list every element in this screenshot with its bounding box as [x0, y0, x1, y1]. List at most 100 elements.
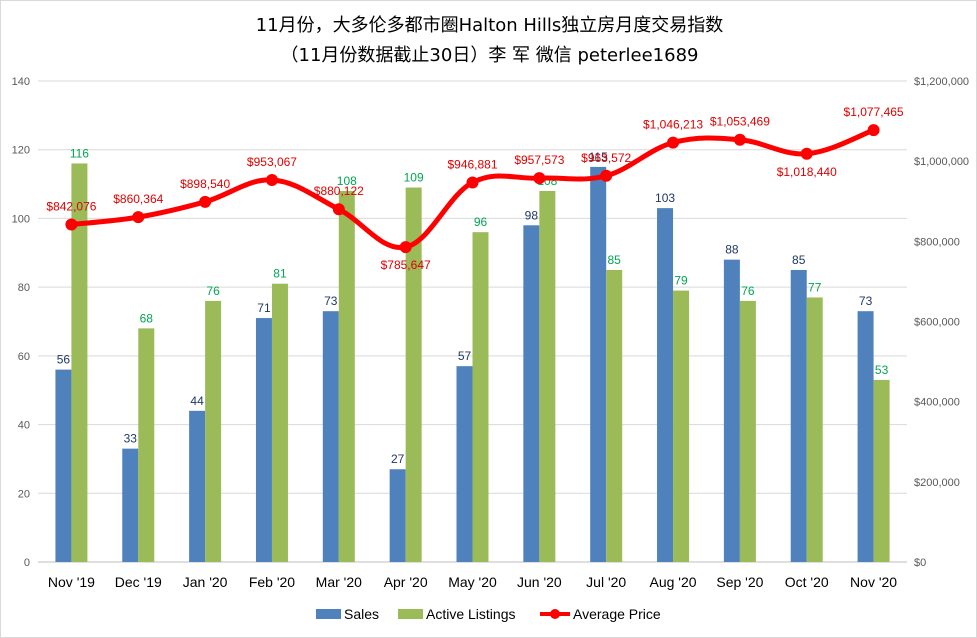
- sales-data-label: 71: [257, 301, 271, 315]
- average-price-point: [533, 172, 546, 185]
- listings-data-label: 68: [140, 311, 154, 325]
- average-price-point: [867, 124, 880, 137]
- y-left-tick-label: 80: [18, 282, 30, 294]
- listings-bar: [138, 328, 155, 562]
- y-right-tick-label: $600,000: [914, 317, 960, 329]
- y-left-tick-label: 120: [12, 145, 30, 157]
- sales-data-label: 98: [525, 208, 539, 222]
- x-tick-label: Nov '20: [850, 574, 897, 590]
- sales-bar: [189, 410, 206, 562]
- average-price-data-label: $1,077,465: [844, 105, 904, 119]
- average-price-data-label: $1,053,469: [710, 115, 770, 129]
- sales-bar: [790, 269, 807, 562]
- listings-bar: [606, 269, 623, 562]
- x-tick-label: Oct '20: [785, 574, 829, 590]
- listings-bar: [405, 187, 422, 562]
- average-price-data-label: $953,067: [247, 155, 297, 169]
- listings-data-label: 76: [206, 284, 220, 298]
- listings-bar: [271, 283, 288, 562]
- x-tick-label: Jan '20: [183, 574, 228, 590]
- y-left-tick-label: 140: [12, 76, 30, 88]
- average-price-point: [733, 133, 746, 146]
- legend-label: Average Price: [573, 606, 661, 622]
- listings-data-label: 77: [808, 280, 822, 294]
- x-tick-label: Sep '20: [716, 574, 763, 590]
- x-tick-label: Jun '20: [517, 574, 562, 590]
- listings-data-label: 79: [674, 274, 688, 288]
- y-left-tick-label: 100: [12, 213, 30, 225]
- listings-data-label: 108: [337, 174, 357, 188]
- x-tick-label: Feb '20: [249, 574, 295, 590]
- listings-data-label: 76: [741, 284, 755, 298]
- sales-data-label: 57: [458, 349, 472, 363]
- average-price-point: [800, 147, 813, 160]
- average-price-point: [65, 218, 78, 231]
- y-left-tick-label: 40: [18, 420, 30, 432]
- average-price-point: [466, 176, 479, 189]
- sales-data-label: 85: [792, 253, 806, 267]
- sales-bar: [122, 448, 139, 562]
- sales-data-label: 103: [655, 191, 675, 205]
- sales-data-label: 88: [725, 243, 739, 257]
- listings-data-label: 81: [273, 267, 287, 281]
- listings-bar: [472, 232, 489, 562]
- legend-label: Sales: [344, 606, 379, 622]
- sales-bar: [657, 208, 674, 562]
- sales-data-label: 56: [57, 353, 71, 367]
- sales-data-label: 44: [190, 394, 204, 408]
- sales-bar: [857, 311, 874, 562]
- chart-subtitle: （11月份数据截止30日）李 军 微信 peterlee1689: [280, 45, 699, 66]
- average-price-data-label: $1,018,440: [777, 165, 837, 179]
- average-price-data-label: $957,573: [514, 153, 564, 167]
- y-right-tick-label: $200,000: [914, 477, 960, 489]
- x-tick-label: Apr '20: [384, 574, 428, 590]
- legend-swatch-marker: [550, 609, 560, 619]
- chart-title: 11月份，大多伦多都市圈Halton Hills独立房月度交易指数: [255, 15, 724, 36]
- sales-data-label: 27: [391, 452, 405, 466]
- average-price-data-label: $860,364: [113, 192, 163, 206]
- y-right-tick-label: $400,000: [914, 397, 960, 409]
- sales-bar: [723, 259, 740, 562]
- sales-bar: [389, 469, 406, 562]
- y-left-tick-label: 0: [24, 557, 30, 569]
- listings-bar: [338, 190, 355, 562]
- listings-bar: [873, 379, 890, 562]
- sales-data-label: 33: [124, 432, 138, 446]
- listings-bar: [806, 297, 823, 562]
- y-right-tick-label: $800,000: [914, 236, 960, 248]
- average-price-point: [399, 241, 412, 254]
- listings-data-label: 53: [875, 363, 889, 377]
- listings-data-label: 116: [70, 146, 89, 160]
- sales-bar: [456, 366, 473, 562]
- x-tick-label: Nov '19: [48, 574, 95, 590]
- sales-data-label: 115: [589, 150, 608, 164]
- average-price-data-label: $842,076: [46, 199, 96, 213]
- listings-data-label: 96: [474, 215, 488, 229]
- average-price-data-label: $946,881: [447, 157, 497, 171]
- listings-data-label: 109: [404, 171, 424, 185]
- legend-swatch: [316, 609, 341, 619]
- x-tick-label: Jul '20: [586, 574, 626, 590]
- listings-bar: [71, 163, 88, 562]
- y-right-tick-label: $0: [914, 557, 926, 569]
- sales-data-label: 73: [324, 294, 338, 308]
- listings-data-label: 85: [608, 253, 622, 267]
- sales-data-label: 73: [859, 294, 873, 308]
- average-price-point: [600, 169, 613, 182]
- x-tick-label: Aug '20: [650, 574, 697, 590]
- y-left-tick-label: 60: [18, 351, 30, 363]
- x-tick-label: May '20: [448, 574, 497, 590]
- average-price-data-label: $880,122: [314, 184, 364, 198]
- sales-bar: [590, 166, 607, 562]
- y-right-tick-label: $1,200,000: [914, 76, 969, 88]
- listings-bar: [673, 290, 690, 562]
- average-price-data-label: $785,647: [381, 258, 431, 272]
- average-price-data-label: $963,572: [581, 151, 631, 165]
- sales-bar: [55, 369, 72, 562]
- sales-bar: [255, 318, 272, 562]
- average-price-point: [265, 173, 278, 186]
- average-price-point: [667, 136, 680, 149]
- listings-bar: [539, 190, 556, 562]
- sales-bar: [523, 225, 540, 563]
- average-price-data-label: $898,540: [180, 177, 230, 191]
